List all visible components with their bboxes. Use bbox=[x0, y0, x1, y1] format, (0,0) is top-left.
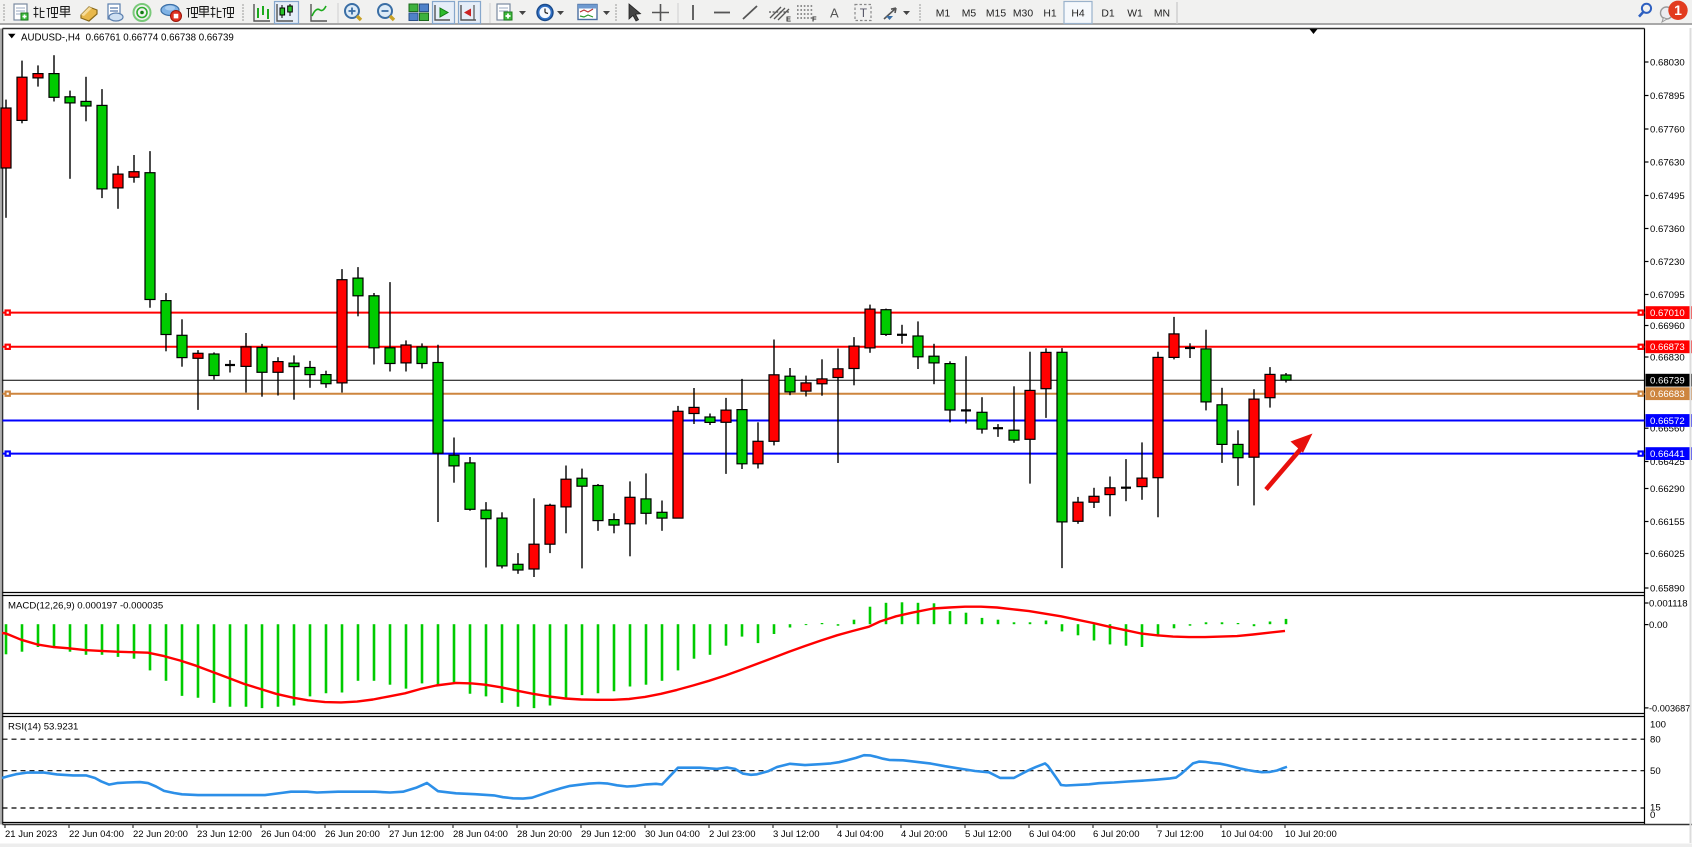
svg-text:W1: W1 bbox=[1127, 9, 1143, 20]
svg-text:-0.003687: -0.003687 bbox=[1649, 703, 1690, 713]
svg-text:A: A bbox=[830, 6, 839, 21]
svg-text:28 Jun 04:00: 28 Jun 04:00 bbox=[453, 829, 508, 840]
svg-text:1: 1 bbox=[1674, 2, 1682, 18]
svg-text:0.66830: 0.66830 bbox=[1650, 352, 1685, 363]
svg-text:MN: MN bbox=[1154, 9, 1170, 20]
svg-text:6 Jul 20:00: 6 Jul 20:00 bbox=[1093, 829, 1139, 840]
svg-text:0.67095: 0.67095 bbox=[1650, 290, 1685, 301]
svg-text:F: F bbox=[812, 15, 817, 24]
svg-text:22 Jun 20:00: 22 Jun 20:00 bbox=[133, 829, 188, 840]
svg-text:E: E bbox=[786, 15, 791, 24]
svg-text:0.67010: 0.67010 bbox=[1650, 308, 1685, 319]
svg-text:0.67895: 0.67895 bbox=[1650, 91, 1685, 102]
svg-text:2 Jul 23:00: 2 Jul 23:00 bbox=[709, 829, 755, 840]
svg-text:27 Jun 12:00: 27 Jun 12:00 bbox=[389, 829, 444, 840]
svg-text:M5: M5 bbox=[962, 9, 977, 20]
svg-text:26 Jun 20:00: 26 Jun 20:00 bbox=[325, 829, 380, 840]
svg-text:10 Jul 20:00: 10 Jul 20:00 bbox=[1285, 829, 1337, 840]
svg-text:RSI(14) 53.9231: RSI(14) 53.9231 bbox=[8, 722, 78, 733]
svg-text:0.68030: 0.68030 bbox=[1650, 57, 1685, 68]
svg-text:23 Jun 12:00: 23 Jun 12:00 bbox=[197, 829, 252, 840]
svg-text:30 Jun 04:00: 30 Jun 04:00 bbox=[645, 829, 700, 840]
svg-text:0.67630: 0.67630 bbox=[1650, 157, 1685, 168]
svg-text:H4: H4 bbox=[1071, 9, 1085, 20]
svg-text:28 Jun 20:00: 28 Jun 20:00 bbox=[517, 829, 572, 840]
svg-text:0.001118: 0.001118 bbox=[1649, 598, 1688, 609]
svg-text:0: 0 bbox=[1650, 810, 1655, 821]
svg-text:MACD(12,26,9) 0.000197 -0.0000: MACD(12,26,9) 0.000197 -0.000035 bbox=[8, 601, 163, 612]
svg-text:M15: M15 bbox=[986, 9, 1006, 20]
svg-text:80: 80 bbox=[1650, 735, 1661, 746]
svg-text:0.67760: 0.67760 bbox=[1650, 124, 1685, 135]
svg-text:0.65890: 0.65890 bbox=[1650, 583, 1685, 594]
svg-text:H1: H1 bbox=[1043, 9, 1057, 20]
svg-text:50: 50 bbox=[1650, 766, 1661, 777]
svg-text:7 Jul 12:00: 7 Jul 12:00 bbox=[1157, 829, 1203, 840]
svg-text:M30: M30 bbox=[1013, 9, 1033, 20]
svg-text:6 Jul 04:00: 6 Jul 04:00 bbox=[1029, 829, 1075, 840]
svg-text:0.66290: 0.66290 bbox=[1650, 484, 1685, 495]
svg-text:5 Jul 12:00: 5 Jul 12:00 bbox=[965, 829, 1011, 840]
svg-text:0.66739: 0.66739 bbox=[1650, 376, 1685, 387]
svg-text:22 Jun 04:00: 22 Jun 04:00 bbox=[69, 829, 124, 840]
svg-text:0.66873: 0.66873 bbox=[1650, 342, 1685, 353]
svg-text:AUDUSD-,H4 0.66761 0.66774 0.: AUDUSD-,H4 0.66761 0.66774 0.66738 0.667… bbox=[21, 32, 234, 43]
svg-text:D1: D1 bbox=[1101, 9, 1115, 20]
svg-text:M1: M1 bbox=[936, 9, 951, 20]
svg-text:4 Jul 04:00: 4 Jul 04:00 bbox=[837, 829, 883, 840]
svg-text:0.66155: 0.66155 bbox=[1650, 517, 1685, 528]
svg-text:29 Jun 12:00: 29 Jun 12:00 bbox=[581, 829, 636, 840]
svg-text:4 Jul 20:00: 4 Jul 20:00 bbox=[901, 829, 947, 840]
svg-text:0.66572: 0.66572 bbox=[1650, 416, 1685, 427]
svg-text:0.67230: 0.67230 bbox=[1650, 257, 1685, 268]
svg-text:0.67495: 0.67495 bbox=[1650, 191, 1685, 202]
svg-text:0.66025: 0.66025 bbox=[1650, 549, 1685, 560]
svg-text:3 Jul 12:00: 3 Jul 12:00 bbox=[773, 829, 819, 840]
svg-text:0.66960: 0.66960 bbox=[1650, 321, 1685, 332]
svg-text:0.00: 0.00 bbox=[1649, 620, 1668, 631]
svg-text:0.66683: 0.66683 bbox=[1650, 389, 1685, 400]
svg-text:100: 100 bbox=[1650, 720, 1666, 731]
svg-text:0.67360: 0.67360 bbox=[1650, 224, 1685, 235]
svg-text:0.66441: 0.66441 bbox=[1650, 449, 1685, 460]
svg-text:26 Jun 04:00: 26 Jun 04:00 bbox=[261, 829, 316, 840]
svg-text:T: T bbox=[860, 6, 868, 20]
svg-text:10 Jul 04:00: 10 Jul 04:00 bbox=[1221, 829, 1273, 840]
svg-text:21 Jun 2023: 21 Jun 2023 bbox=[5, 829, 57, 840]
